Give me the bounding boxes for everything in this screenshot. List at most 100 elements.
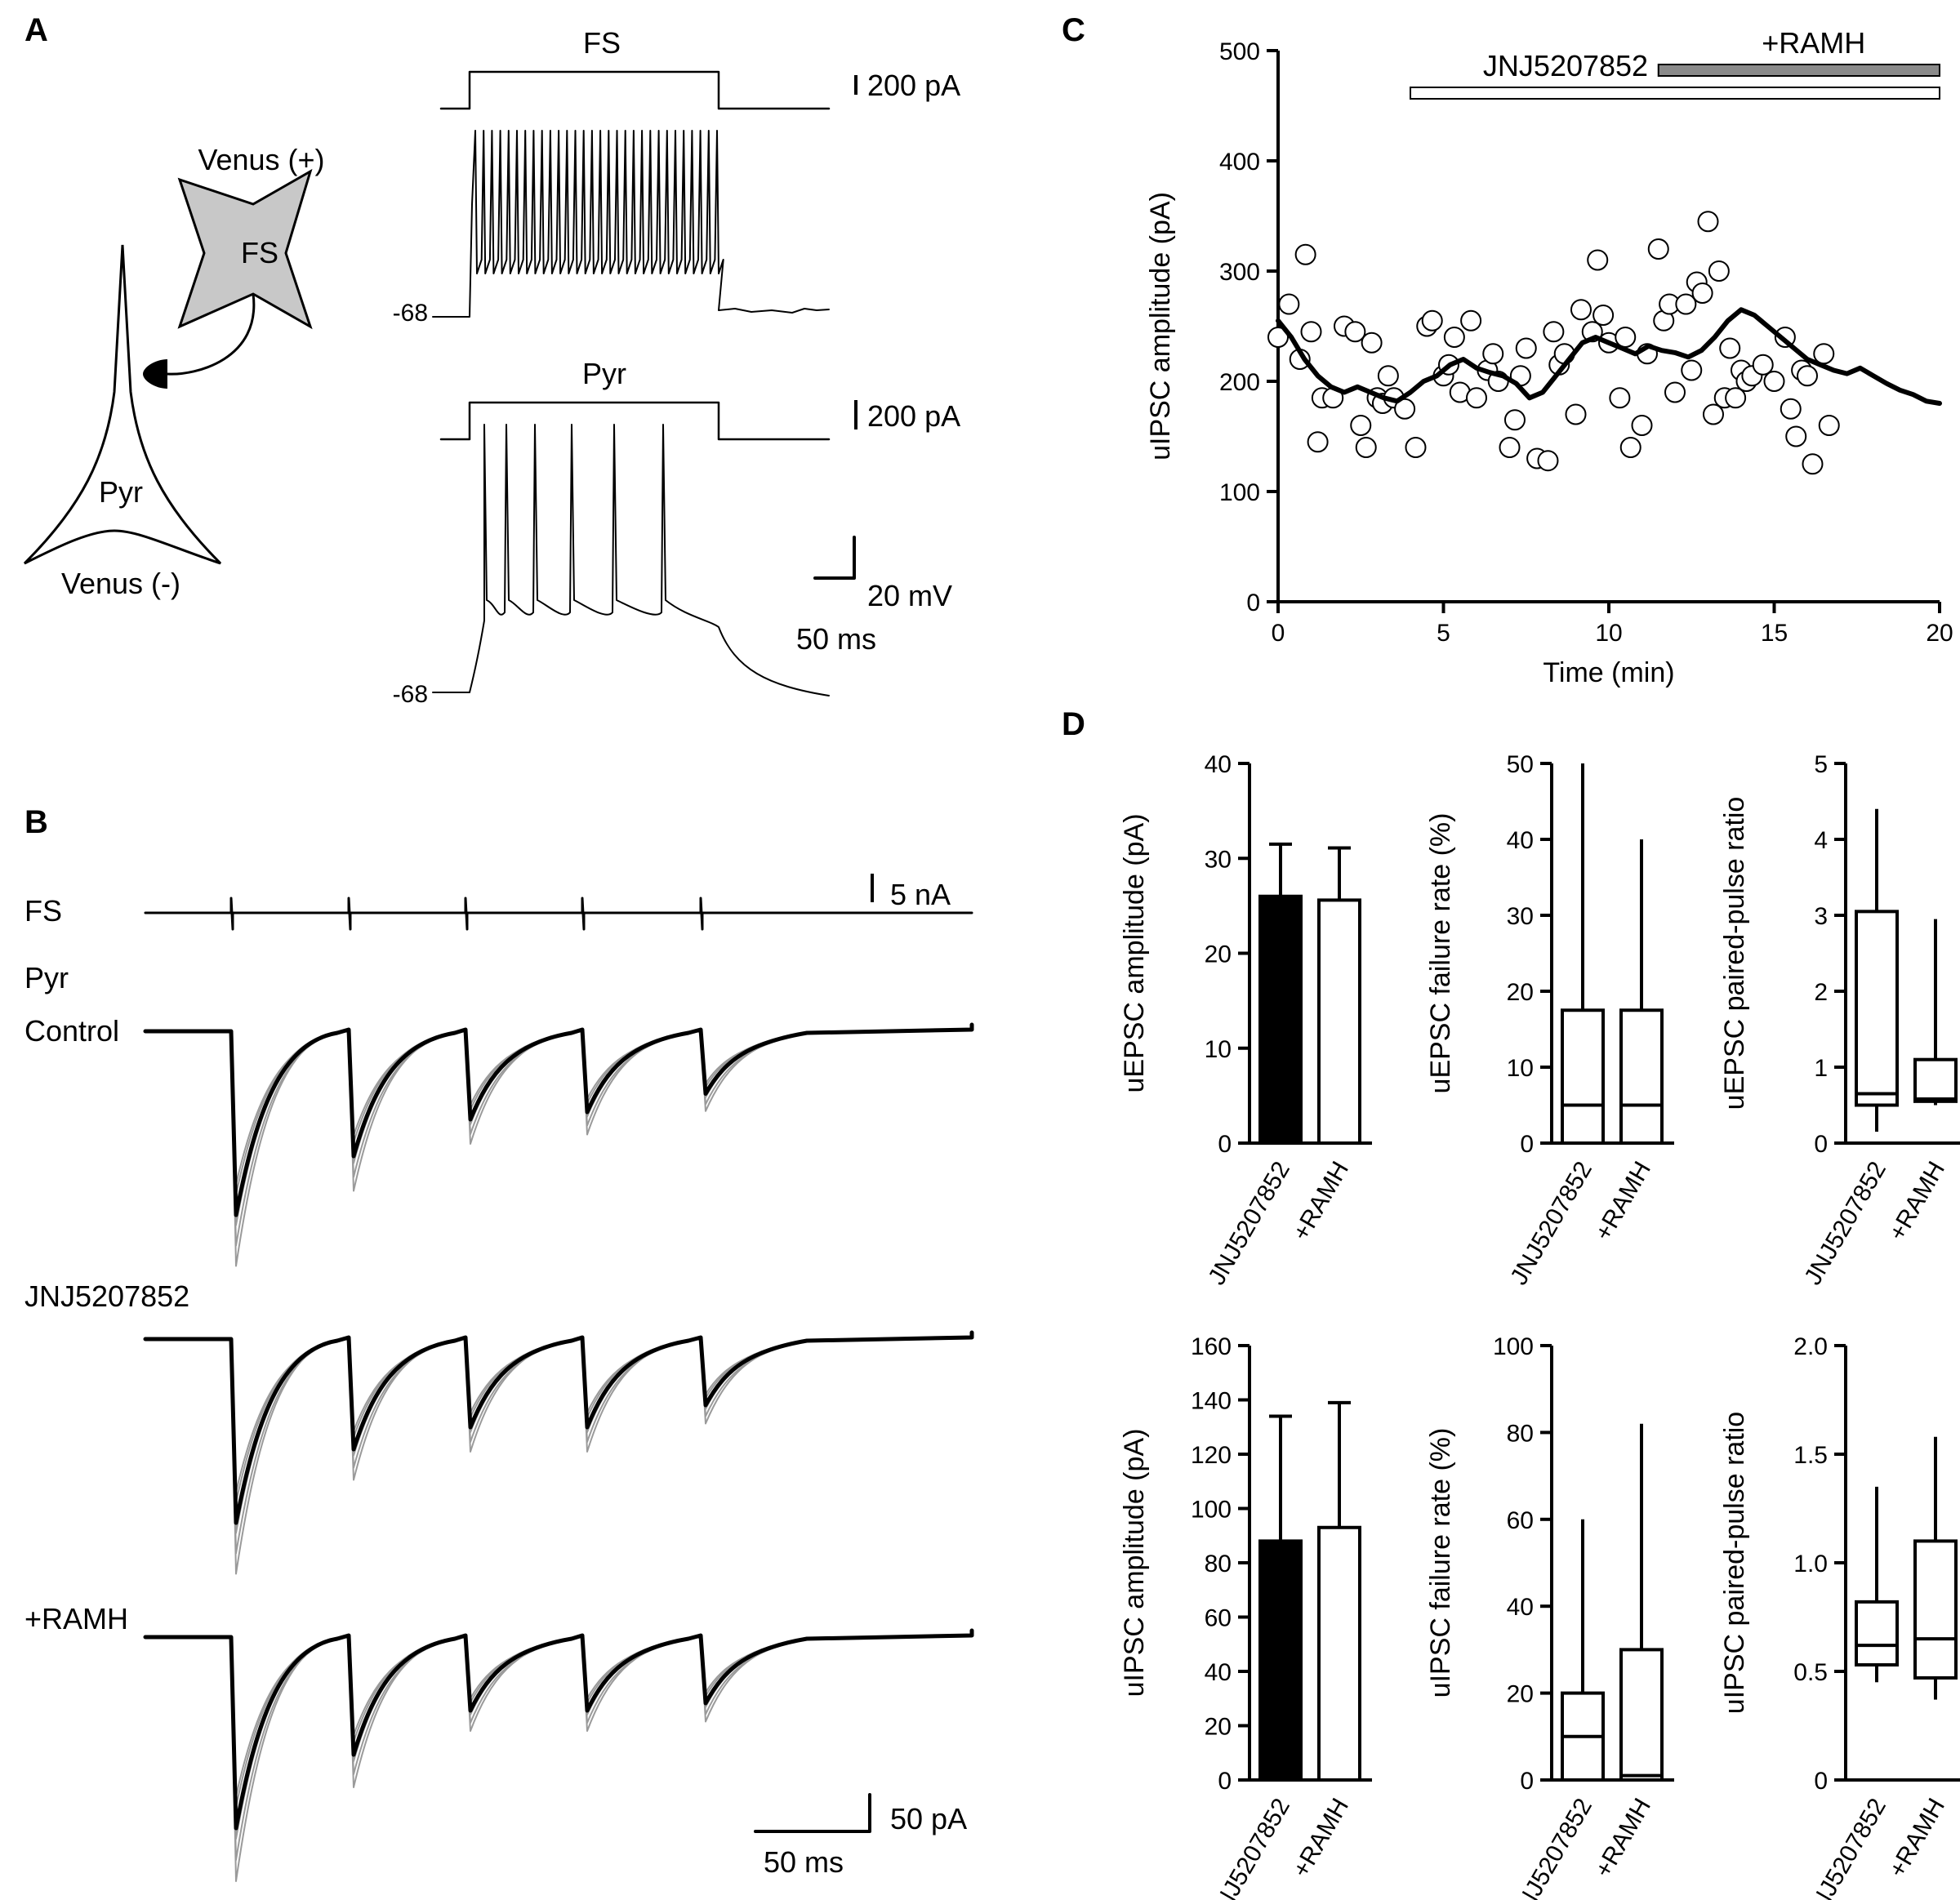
data-point [1515, 337, 1537, 359]
c-y-tick-label: 200 [1219, 369, 1260, 396]
cell-schematic: FS Pyr Venus (+) Venus (-) [23, 143, 325, 600]
d-y-tick-label: 20 [1205, 1714, 1232, 1741]
individual-trace [145, 1025, 973, 1247]
data-point [1460, 309, 1482, 331]
c-y-tick-label: 400 [1219, 149, 1260, 176]
data-point [1763, 371, 1785, 392]
data-point [1482, 343, 1504, 365]
chart-c: 0 100 200 300 400 500 0 5 10 15 20 Time (min) uIPSC … [1145, 26, 1953, 688]
data-point [1394, 398, 1416, 420]
d-y-tick-label: 20 [1507, 979, 1534, 1006]
pyr-current-step [439, 401, 831, 441]
d-y-tick-label: 100 [1191, 1497, 1232, 1524]
individual-trace [145, 1332, 973, 1524]
running-average-line [1276, 307, 1942, 406]
traces-ramh [143, 1628, 974, 1882]
d-y-tick-label: 0 [1218, 1768, 1232, 1795]
d-y-tick-label: 0 [1520, 1131, 1534, 1158]
data-point [1344, 321, 1366, 343]
d-y-axis-label: uIPSC failure rate (%) [1425, 1428, 1456, 1698]
data-point [1725, 387, 1747, 409]
d-y-tick-label: 0 [1218, 1131, 1232, 1158]
data-point [1615, 327, 1637, 348]
data-point [1405, 437, 1427, 458]
current-scale-label-b: 50 pA [890, 1802, 967, 1835]
box [1913, 1057, 1958, 1103]
data-point [1377, 365, 1399, 387]
synapse-terminal [143, 359, 167, 389]
d-y-tick-label: 0.5 [1793, 1659, 1828, 1686]
individual-trace [145, 1331, 973, 1575]
data-point [1818, 415, 1840, 436]
data-point [1609, 387, 1631, 409]
individual-trace [145, 1024, 973, 1226]
data-point [1697, 211, 1719, 233]
d-y-tick-label: 1.5 [1793, 1442, 1828, 1469]
data-point [1294, 243, 1316, 265]
box [1855, 910, 1899, 1107]
venus-minus-label: Venus (-) [61, 567, 180, 600]
d-y-tick-label: 10 [1507, 1055, 1534, 1082]
d-y-tick-label: 1.0 [1793, 1551, 1828, 1577]
pyr-recording: Pyr 200 pA -68 20 mV 50 ms [393, 357, 960, 708]
individual-trace [145, 1024, 973, 1216]
c-x-tick-label: 5 [1437, 620, 1450, 647]
data-point [1565, 403, 1587, 425]
panel-label-b: B [24, 804, 48, 840]
data-point [1752, 354, 1774, 376]
pyramidal-cell-shape [23, 244, 222, 565]
pyr-voltage-trace [432, 424, 830, 696]
d-y-axis-label: uEPSC failure rate (%) [1425, 813, 1456, 1094]
fs-interneuron-shape [177, 168, 313, 330]
data-point [1780, 398, 1802, 420]
data-point [1300, 321, 1322, 343]
d-y-axis-label: uEPSC amplitude (pA) [1119, 813, 1150, 1092]
venus-plus-label: Venus (+) [198, 143, 324, 176]
data-point [1664, 381, 1686, 403]
individual-trace [145, 1630, 973, 1840]
bar [1317, 898, 1361, 1146]
fs-row-label: FS [24, 894, 62, 928]
data-point [1719, 337, 1741, 359]
data-point [1631, 415, 1653, 436]
data-point [1278, 293, 1300, 315]
chart-d-uepsc-ppr: 0 1 2 3 4 5 uEPSC paired-pulse ratio JNJ5207852… [1719, 751, 1960, 1289]
d-category-label: JNJ5207852 [1505, 1794, 1597, 1900]
individual-trace [145, 1630, 973, 1829]
data-point [1503, 409, 1526, 431]
data-point [1592, 305, 1615, 326]
data-point [1570, 299, 1592, 321]
d-y-tick-label: 40 [1205, 1659, 1232, 1686]
chart-d-uepsc-amplitude: 0 10 20 30 40 uEPSC amplitude (pA) JNJ5207852+… [1119, 751, 1372, 1289]
c-y-tick-label: 500 [1219, 38, 1260, 65]
time-scale-label-b: 50 ms [764, 1845, 844, 1879]
d-category-label: JNJ5207852 [1203, 1794, 1295, 1900]
d-y-tick-label: 4 [1814, 827, 1828, 854]
box [1619, 1648, 1664, 1782]
box [1619, 1008, 1664, 1145]
d-y-axis-label: uIPSC paired-pulse ratio [1719, 1412, 1750, 1714]
chart-d-uipsc-failure-rate: 0 20 40 60 80 100 uIPSC failure rate (%) JNJ520… [1425, 1333, 1674, 1900]
average-trace [143, 1330, 974, 1525]
d-category-label: +RAMH [1884, 1157, 1951, 1245]
fs-rest-potential: -68 [393, 300, 428, 327]
individual-trace [145, 1332, 973, 1534]
condition-label-jnj: JNJ5207852 [24, 1279, 189, 1313]
fs-nA-scale-label: 5 nA [890, 878, 951, 911]
c-x-axis-label: Time (min) [1543, 657, 1674, 688]
pyr-current-scale-label: 200 pA [867, 399, 960, 433]
chart-d-uipsc-ppr: 0 0.5 1.0 1.5 2.0 uIPSC paired-pulse ratio JNJ… [1719, 1333, 1960, 1900]
individual-trace [145, 1629, 973, 1808]
panel-label-d: D [1062, 706, 1085, 742]
c-y-tick-label: 100 [1219, 479, 1260, 506]
data-point [1691, 283, 1713, 304]
pyr-trace-title: Pyr [582, 357, 626, 390]
d-y-axis-label: uEPSC paired-pulse ratio [1719, 797, 1750, 1110]
box [1855, 1600, 1899, 1667]
d-category-label: JNJ5207852 [1799, 1794, 1891, 1900]
average-trace [143, 1022, 974, 1217]
d-y-tick-label: 160 [1191, 1333, 1232, 1360]
fs-stimulus-trace [144, 897, 973, 931]
data-point [1350, 415, 1372, 436]
d-y-tick-label: 30 [1205, 846, 1232, 873]
